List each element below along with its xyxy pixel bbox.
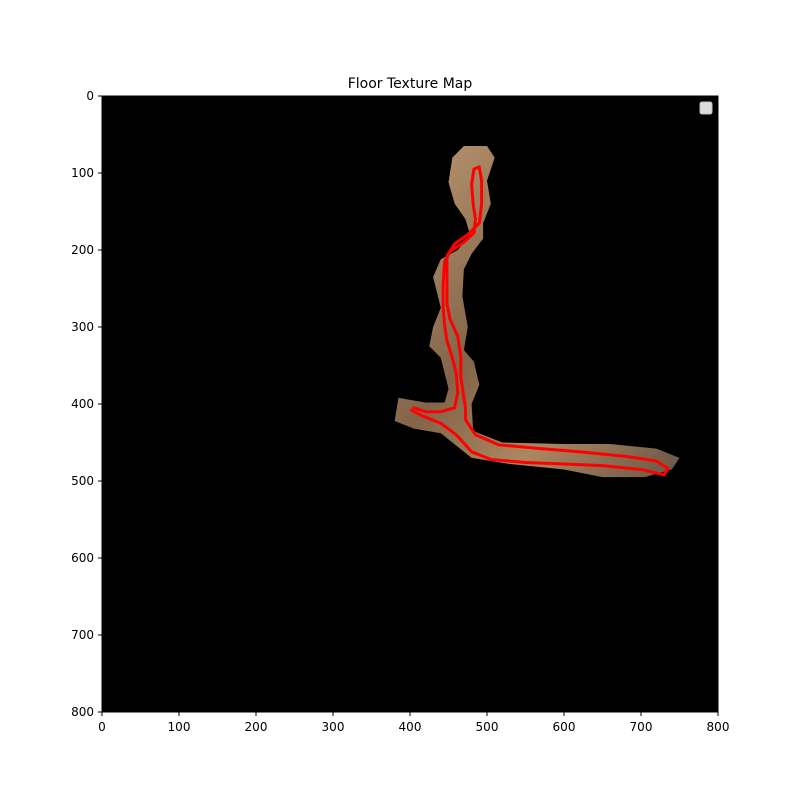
y-tick-label: 100 (71, 166, 94, 180)
x-tick-label: 700 (630, 720, 653, 734)
floor-texture-layer (394, 146, 680, 478)
y-axis: 0 100 200 300 400 500 600 700 800 (71, 89, 102, 719)
y-tick-label: 400 (71, 397, 94, 411)
x-tick-label: 800 (707, 720, 730, 734)
floor-region (394, 146, 680, 478)
x-tick-label: 600 (553, 720, 576, 734)
x-tick-label: 400 (399, 720, 422, 734)
y-tick-label: 500 (71, 474, 94, 488)
y-tick-label: 700 (71, 628, 94, 642)
x-tick-label: 300 (322, 720, 345, 734)
y-tick-label: 800 (71, 705, 94, 719)
y-tick-label: 0 (86, 89, 94, 103)
x-tick-label: 200 (245, 720, 268, 734)
y-tick-label: 600 (71, 551, 94, 565)
x-tick-label: 500 (476, 720, 499, 734)
y-tick-label: 200 (71, 243, 94, 257)
legend-box (699, 101, 713, 115)
trajectory-layer (410, 165, 670, 477)
y-tick-label: 300 (71, 320, 94, 334)
x-axis: 0 100 200 300 400 500 600 700 800 (98, 712, 729, 734)
x-tick-label: 100 (168, 720, 191, 734)
chart-title: Floor Texture Map (348, 76, 473, 92)
x-tick-label: 0 (98, 720, 106, 734)
trajectory-line (410, 165, 670, 477)
